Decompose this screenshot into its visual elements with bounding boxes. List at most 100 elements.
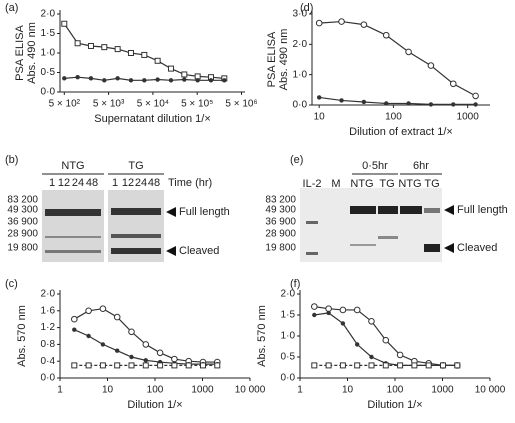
marker — [396, 351, 404, 359]
y-tick-label: 1·6 — [41, 305, 56, 316]
marker — [61, 20, 68, 27]
y-axis-label: Abs. 570 nm — [16, 305, 28, 367]
y-tick-label: 2·0 — [293, 39, 308, 50]
marker — [384, 101, 389, 106]
marker — [406, 101, 411, 106]
lane-label: TG — [379, 178, 394, 190]
marker — [99, 305, 107, 313]
marker — [199, 362, 206, 369]
lane-label: TG — [424, 178, 439, 190]
marker — [86, 333, 91, 339]
marker — [167, 65, 174, 72]
size-marker: 19 800 — [265, 243, 296, 254]
marker — [222, 78, 227, 83]
size-marker: 83 200 — [7, 195, 38, 206]
band-label: Cleaved — [179, 245, 219, 257]
marker — [155, 77, 160, 82]
marker — [195, 78, 200, 83]
marker — [425, 362, 432, 369]
marker — [154, 57, 161, 64]
series-line — [314, 306, 458, 366]
panel-label: (e) — [290, 154, 303, 166]
marker — [127, 50, 134, 56]
panel-label: (c) — [5, 278, 18, 290]
panel-label: (a) — [5, 2, 18, 14]
x-tick-label: 10 — [314, 112, 326, 123]
marker — [114, 348, 120, 353]
marker — [451, 102, 456, 107]
size-marker: 19 800 — [7, 243, 38, 254]
marker — [157, 362, 164, 369]
marker — [156, 349, 164, 357]
marker — [428, 102, 434, 107]
y-tick-label: 1·5 — [41, 28, 56, 39]
marker — [70, 315, 78, 323]
y-axis-label: PSA ELISA — [14, 25, 26, 81]
y-axis-label: Abs. 570 nm — [256, 305, 268, 367]
marker — [310, 303, 318, 310]
marker — [339, 98, 344, 103]
marker — [360, 21, 368, 28]
marker — [382, 336, 390, 344]
marker — [316, 95, 322, 100]
marker — [171, 355, 178, 363]
y-tick-label: 1·0 — [281, 331, 296, 342]
marker — [354, 342, 360, 347]
lane-label: M — [331, 178, 340, 190]
lane-label: 12 — [58, 177, 70, 189]
marker — [72, 327, 77, 332]
marker — [71, 362, 78, 369]
x-tick-label: 100 — [147, 385, 164, 396]
marker — [382, 31, 390, 39]
lane-label: 24 — [72, 177, 84, 189]
size-marker: 28 900 — [265, 229, 296, 240]
arrow — [166, 246, 176, 256]
marker — [115, 76, 120, 81]
y-tick-label: 3·0 — [293, 9, 308, 20]
marker — [129, 354, 134, 360]
size-marker: 49 300 — [7, 205, 38, 216]
x-axis-label: Supernatant dilution 1/× — [94, 113, 211, 125]
size-marker: 36 900 — [7, 217, 38, 228]
marker — [449, 80, 457, 88]
marker — [339, 362, 346, 369]
marker — [142, 362, 149, 369]
x-tick-label: 100 — [385, 112, 402, 123]
marker — [473, 102, 478, 107]
marker — [181, 71, 188, 78]
band-label: Full length — [179, 206, 230, 218]
marker — [405, 48, 412, 56]
panel-label: (d) — [300, 2, 313, 14]
marker — [472, 92, 479, 100]
x-tick-label: 1000 — [457, 112, 480, 123]
marker — [101, 44, 108, 51]
marker — [311, 362, 318, 369]
size-marker: 36 900 — [265, 217, 296, 228]
group-label: TG — [128, 160, 143, 172]
gel-b — [42, 190, 164, 262]
x-tick-label: 10 — [342, 385, 354, 396]
group-label: 6hr — [413, 160, 429, 172]
marker — [85, 307, 92, 315]
x-tick-label: 5 × 10⁴ — [137, 99, 169, 110]
y-tick-label: 0·8 — [41, 339, 56, 350]
y-tick-label: 0·5 — [41, 67, 56, 78]
y-tick-label: 2·0 — [41, 9, 56, 20]
x-tick-label: 5 × 10⁵ — [181, 99, 213, 110]
marker — [312, 312, 317, 318]
marker — [354, 362, 361, 369]
y-tick-label: 0·0 — [293, 100, 308, 111]
band-label: Full length — [457, 204, 508, 216]
marker — [325, 362, 332, 369]
y-tick-label: 0·0 — [41, 87, 56, 98]
gel-e — [300, 188, 442, 262]
marker — [382, 362, 389, 369]
marker — [338, 18, 345, 25]
marker — [87, 42, 94, 49]
series-line — [319, 20, 476, 97]
group-label: NTG — [61, 160, 84, 172]
series-line — [63, 23, 225, 79]
marker — [182, 77, 187, 82]
x-tick-label: 10 — [102, 385, 114, 396]
